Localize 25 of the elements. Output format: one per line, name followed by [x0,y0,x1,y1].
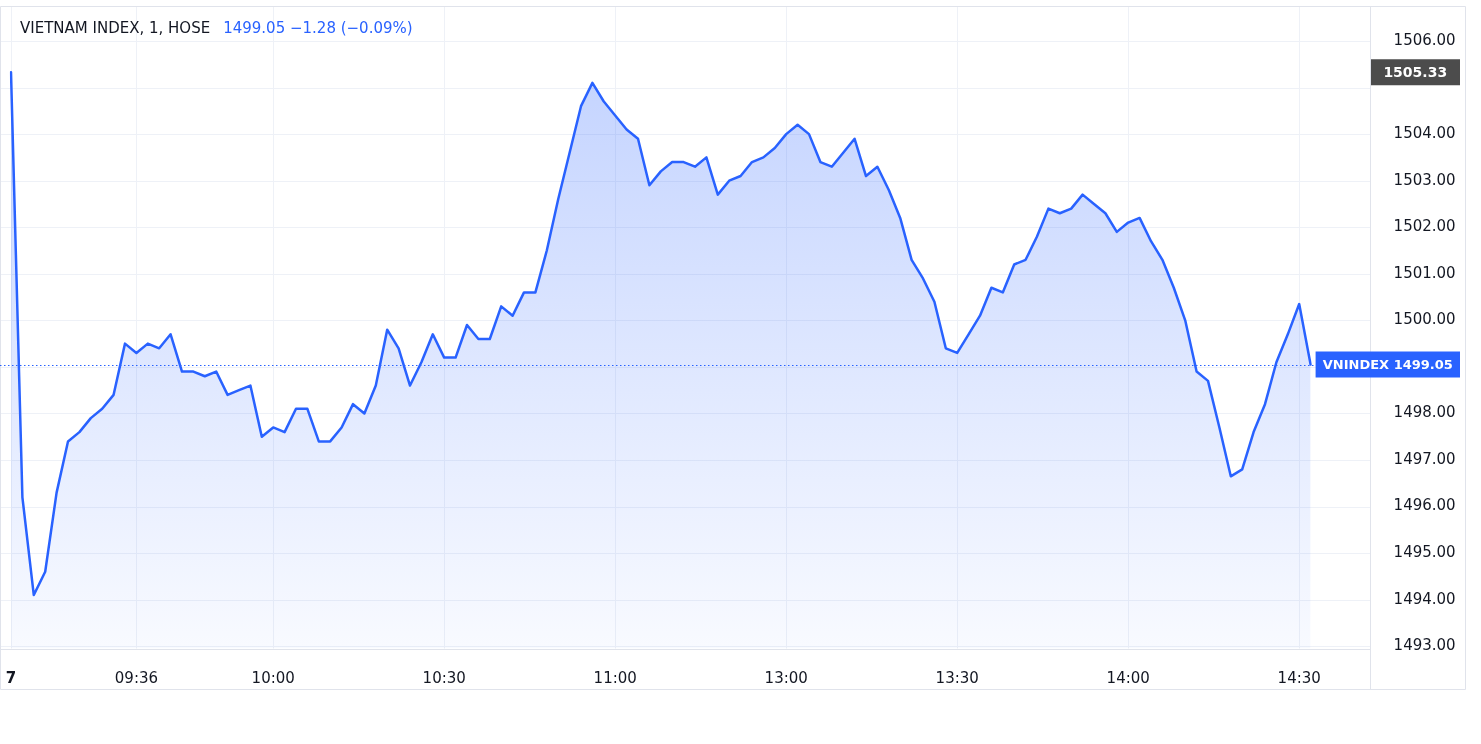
y-tick-label: 1506.00 [1393,30,1456,49]
y-tick-label: 1500.00 [1393,310,1456,329]
y-tick-label: 1494.00 [1393,589,1456,608]
ref-line-label: VNINDEX 1499.05 [1322,356,1453,372]
x-tick-label: 7 [5,669,17,688]
x-tick-label: 11:00 [593,669,637,688]
x-tick-label: 10:00 [251,669,295,688]
x-tick-label: 10:30 [422,669,466,688]
x-tick-label: 09:36 [114,669,159,688]
x-tick-label: 13:30 [935,669,979,688]
text: 1505.33 [1383,63,1448,80]
y-tick-label: 1501.00 [1393,263,1456,282]
y-tick-label: 1498.00 [1393,403,1456,422]
y-tick-label: 1493.00 [1393,636,1456,655]
x-tick-label: 13:00 [764,669,808,688]
y-tick-label: 1504.00 [1393,124,1456,142]
y-tick-label: 1503.00 [1393,170,1456,189]
x-tick-label: 14:30 [1277,669,1321,688]
y-tick-label: 1502.00 [1393,217,1456,236]
text: 1499.05 −1.28 (−0.09%) [223,18,413,37]
y-tick-label: 1495.00 [1393,543,1456,562]
y-tick-label: 1497.00 [1393,449,1456,468]
y-tick-label: 1496.00 [1393,496,1456,515]
text: VIETNAM INDEX, 1, HOSE [20,18,211,37]
x-tick-label: 14:00 [1106,669,1150,688]
